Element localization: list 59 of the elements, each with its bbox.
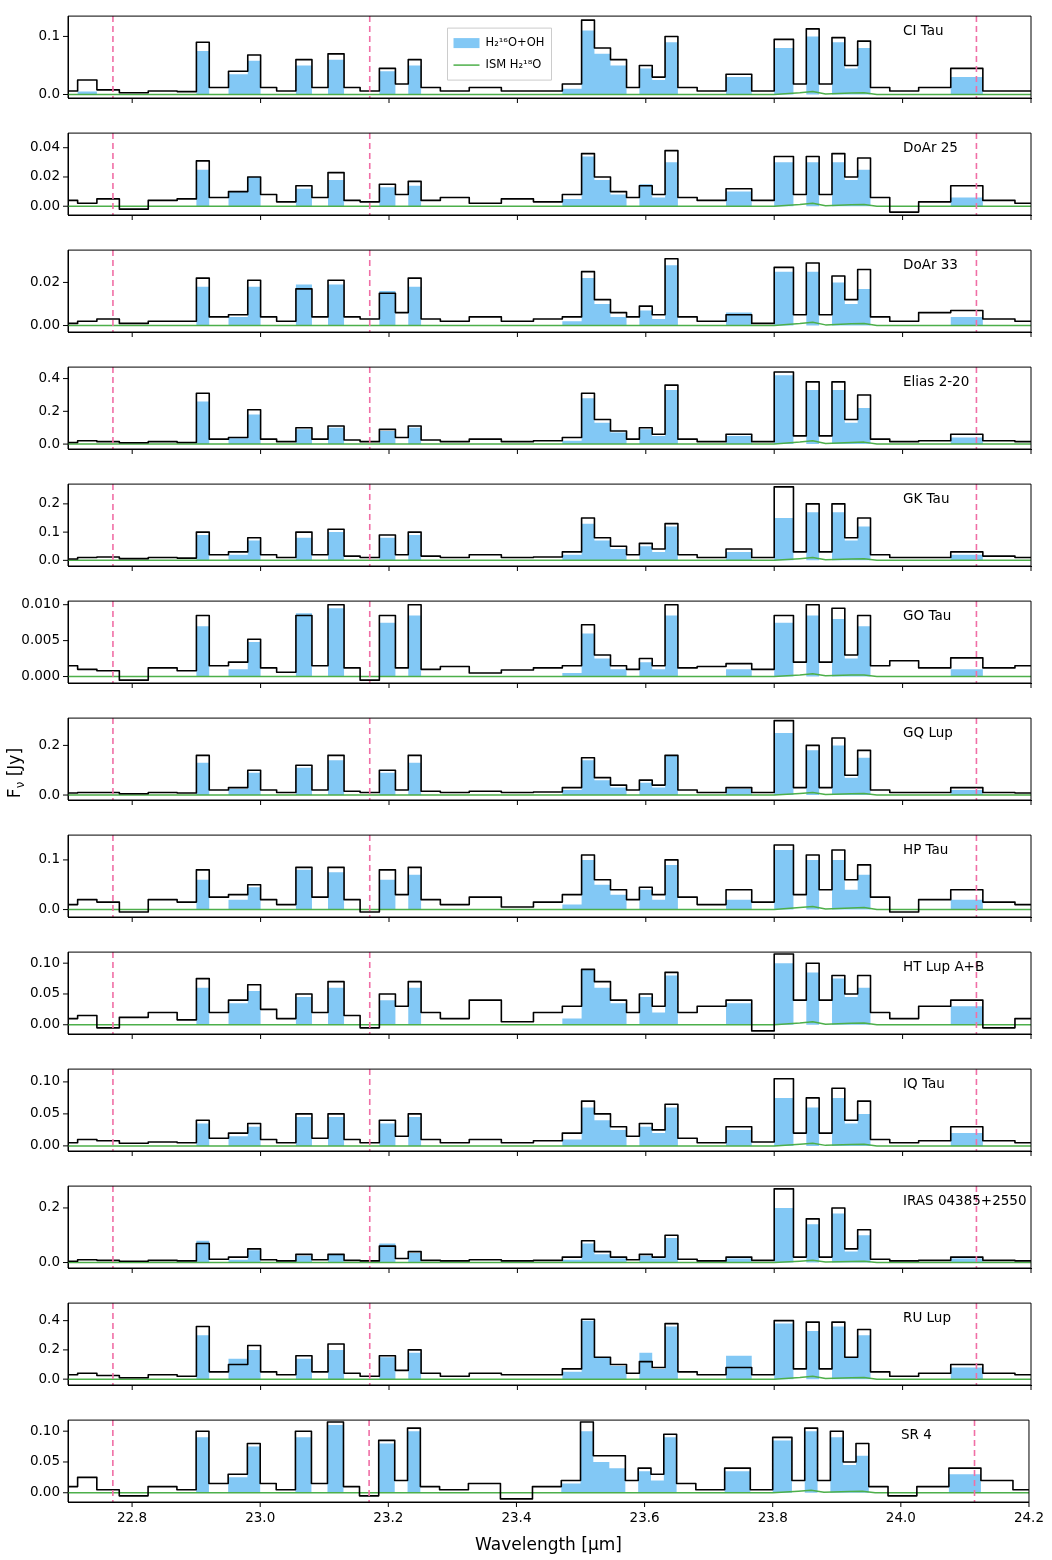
y-tick-label: 0.005 [21,631,60,648]
annotation: IRAS 04385+2550 [903,1191,1027,1208]
y-tick-label: 0.02 [29,272,60,289]
annotation: HT Lup A+B [903,957,985,974]
y-tick-label: 0.000 [21,667,60,684]
x-tick-label: 22.8 [117,1508,148,1525]
y-tick-label: 0.4 [38,1311,60,1328]
y-tick-label: 0.05 [29,984,60,1001]
y-tick-label: 0.4 [38,369,60,386]
y-tick-label: 0.05 [29,1452,60,1469]
y-tick-label: 0.2 [38,1198,60,1215]
x-tick-label: 24.0 [885,1508,916,1525]
x-tick-label: 23.4 [501,1508,532,1525]
x-tick-label: 23.0 [245,1508,276,1525]
annotation: DoAr 25 [903,138,958,155]
x-axis-title: Wavelength [μm] [475,1534,622,1555]
annotation: GQ Lup [903,723,953,740]
annotation: CI Tau [903,21,944,38]
legend-label: H₂¹⁶O+OH [485,35,545,50]
y-tick-label: 0.10 [29,1072,60,1089]
y-tick-label: 0.0 [38,1369,60,1386]
legend-label: ISM H₂¹⁸O [485,57,542,72]
y-tick-label: 0.10 [29,953,60,970]
y-tick-label: 0.00 [29,1015,60,1032]
y-tick-label: 0.2 [38,735,60,752]
annotation: IQ Tau [903,1074,945,1091]
y-tick-label: 0.010 [21,595,60,612]
y-tick-label: 0.00 [29,316,60,333]
annotation: GO Tau [903,606,952,623]
x-tick-label: 23.8 [757,1508,788,1525]
y-tick-label: 0.05 [29,1104,60,1121]
y-tick-label: 0.0 [38,900,60,917]
y-tick-label: 0.0 [38,1253,60,1270]
y-tick-label: 0.0 [38,85,60,102]
y-tick-label: 0.1 [38,26,60,43]
annotation: Elias 2-20 [903,372,970,389]
annotation: GK Tau [903,489,950,506]
y-tick-label: 0.0 [38,785,60,802]
y-tick-label: 0.1 [38,850,60,867]
y-tick-label: 0.00 [29,196,60,213]
annotation: HP Tau [903,840,949,857]
y-tick-label: 0.2 [38,494,60,511]
y-tick-label: 0.10 [29,1421,60,1438]
y-tick-label: 0.0 [38,434,60,451]
annotation: SR 4 [900,1425,932,1442]
annotation: DoAr 33 [903,255,958,272]
x-tick-label: 23.6 [629,1508,660,1525]
y-tick-label: 0.00 [29,1136,60,1153]
y-axis-title: Fν [Jy] [4,747,28,799]
y-tick-label: 0.2 [38,401,60,418]
annotation: RU Lup [903,1308,951,1325]
y-tick-label: 0.0 [38,550,60,567]
y-tick-label: 0.00 [29,1483,60,1500]
x-tick-label: 23.2 [373,1508,404,1525]
x-tick-label: 24.2 [1013,1508,1044,1525]
y-tick-label: 0.1 [38,522,60,539]
y-tick-label: 0.04 [29,138,60,155]
y-tick-label: 0.02 [29,167,60,184]
y-tick-label: 0.2 [38,1340,60,1357]
